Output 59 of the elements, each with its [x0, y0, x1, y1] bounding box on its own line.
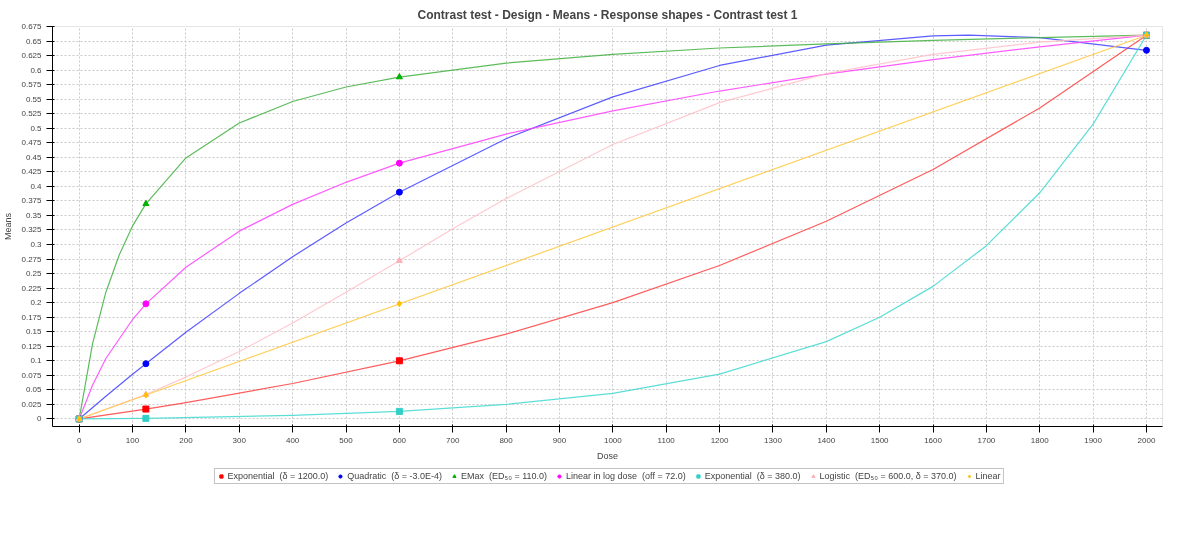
legend-label: Linear	[975, 471, 1001, 481]
x-axis-title: Dose	[596, 450, 619, 461]
y-tick-label: 0.275	[21, 254, 43, 264]
y-tick-label: 0.175	[21, 312, 43, 322]
x-tick-label: 1800	[1030, 435, 1050, 445]
y-tick-label: 0.675	[21, 22, 43, 31]
x-tick-label: 900	[552, 435, 567, 445]
x-tick-label: 1900	[1084, 435, 1103, 445]
x-tick-label: 700	[446, 435, 460, 445]
y-tick-label: 0	[37, 414, 43, 424]
y-tick-label: 0.525	[21, 109, 43, 119]
y-tick-label: 0.225	[21, 283, 43, 293]
y-tick-label: 0.55	[25, 94, 43, 104]
legend-label: Exponential (δ = 1200.0)	[227, 471, 329, 481]
x-tick-label: 600	[392, 435, 407, 445]
x-tick-label: 500	[339, 435, 354, 445]
y-tick-label: 0.15	[25, 327, 43, 337]
legend-label: Logistic (ED₅₀ = 600.0, δ = 370.0)	[819, 471, 957, 481]
y-tick-label: 0.475	[21, 138, 43, 148]
x-tick-label: 0	[76, 435, 82, 445]
y-tick-label: 0.05	[25, 385, 43, 395]
x-tick-label: 300	[232, 435, 247, 445]
x-tick-label: 2000	[1137, 435, 1156, 445]
x-tick-label: 1400	[817, 435, 836, 445]
y-tick-label: 0.425	[21, 167, 43, 177]
legend-label: Quadratic (δ = -3.0E-4)	[347, 471, 443, 481]
y-tick-label: 0.1	[30, 356, 43, 366]
x-tick-label: 1000	[603, 435, 623, 445]
y-tick-label: 0.575	[21, 80, 43, 90]
y-tick-label: 0.4	[30, 181, 43, 191]
y-tick-label: 0.35	[25, 210, 43, 220]
x-tick-label: 1200	[710, 435, 730, 445]
y-tick-label: 0.3	[30, 240, 43, 250]
y-tick-label: 0.65	[25, 36, 43, 46]
x-tick-label: 400	[285, 435, 300, 445]
legend-label: Linear in log dose (off = 72.0)	[566, 471, 686, 481]
x-tick-label: 100	[125, 435, 140, 445]
legend-label: Exponential (δ = 380.0)	[704, 471, 801, 481]
legend-label: EMax (ED₅₀ = 110.0)	[461, 471, 548, 481]
x-tick-label: 1300	[764, 435, 783, 445]
x-tick-label: 1600	[924, 435, 943, 445]
x-tick-label: 1700	[977, 435, 996, 445]
y-axis-title: Means	[3, 212, 14, 241]
x-tick-label: 800	[499, 435, 514, 445]
y-tick-label: 0.075	[21, 370, 43, 380]
y-tick-label: 0.25	[25, 269, 43, 279]
y-tick-label: 0.45	[25, 152, 43, 162]
x-tick-label: 1500	[870, 435, 890, 445]
y-tick-label: 0.6	[30, 65, 43, 75]
y-tick-label: 0.125	[21, 341, 43, 351]
y-tick-label: 0.025	[21, 399, 43, 409]
x-tick-label: 1100	[657, 435, 676, 445]
y-tick-label: 0.375	[21, 196, 43, 206]
chart-title: Contrast test - Design - Means - Response shapes - Contrast test 1	[417, 7, 798, 22]
x-tick-label: 200	[179, 435, 194, 445]
y-tick-label: 0.325	[21, 225, 43, 235]
y-tick-label: 0.2	[30, 298, 43, 308]
y-tick-label: 0.625	[21, 51, 43, 61]
y-tick-label: 0.5	[30, 123, 43, 133]
